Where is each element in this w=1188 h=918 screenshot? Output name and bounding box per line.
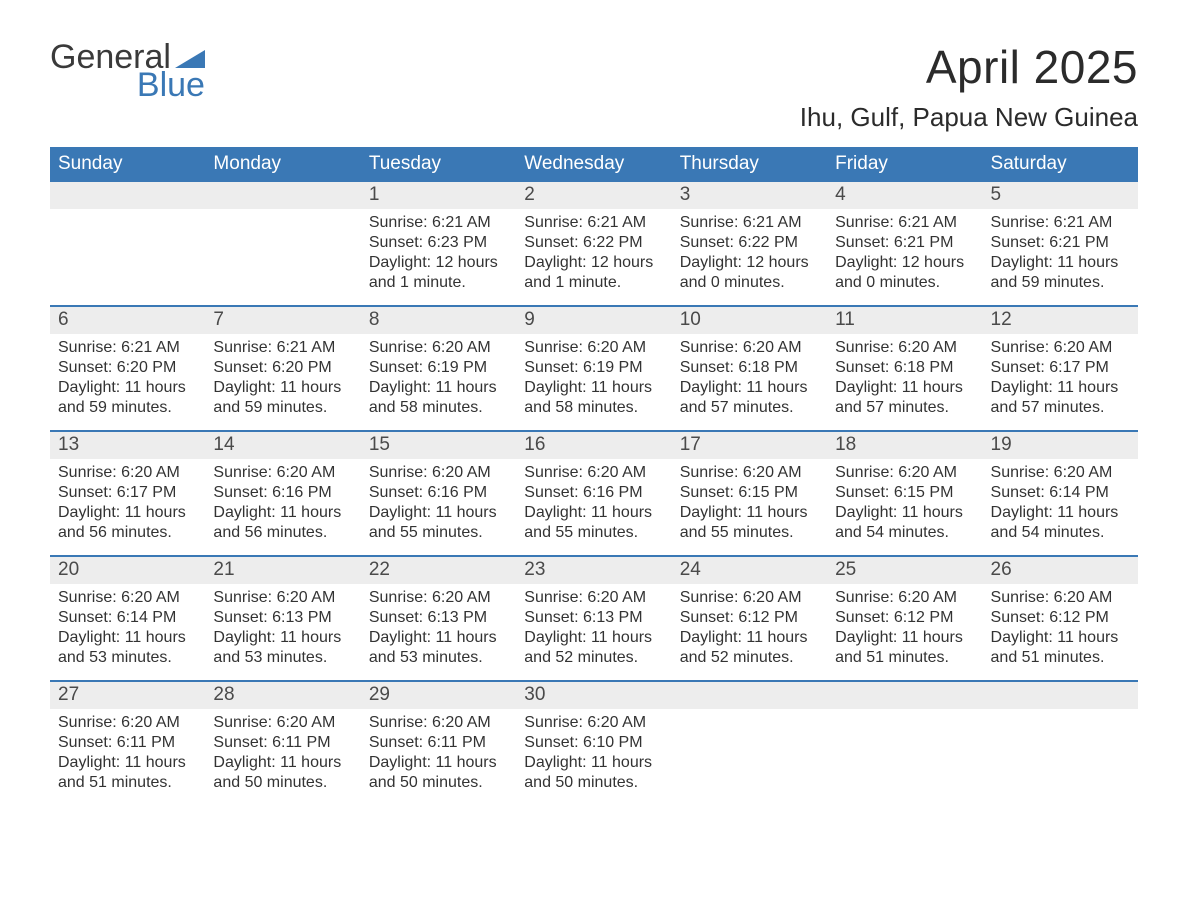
day-body: Sunrise: 6:21 AM Sunset: 6:23 PM Dayligh… (361, 209, 516, 305)
day-body: Sunrise: 6:21 AM Sunset: 6:20 PM Dayligh… (205, 334, 360, 430)
day-number (50, 182, 205, 209)
day-body (983, 709, 1138, 805)
day-number: 3 (672, 182, 827, 209)
day-number: 9 (516, 307, 671, 334)
day-body: Sunrise: 6:20 AM Sunset: 6:14 PM Dayligh… (983, 459, 1138, 555)
weeks-container: 12345Sunrise: 6:21 AM Sunset: 6:23 PM Da… (50, 182, 1138, 805)
day-number-row: 12345 (50, 182, 1138, 209)
day-body: Sunrise: 6:21 AM Sunset: 6:22 PM Dayligh… (516, 209, 671, 305)
day-number: 16 (516, 432, 671, 459)
day-body: Sunrise: 6:20 AM Sunset: 6:19 PM Dayligh… (516, 334, 671, 430)
day-body: Sunrise: 6:20 AM Sunset: 6:16 PM Dayligh… (205, 459, 360, 555)
title-block: April 2025 Ihu, Gulf, Papua New Guinea (800, 40, 1138, 133)
calendar: Sunday Monday Tuesday Wednesday Thursday… (50, 147, 1138, 805)
day-body: Sunrise: 6:20 AM Sunset: 6:17 PM Dayligh… (983, 334, 1138, 430)
day-body: Sunrise: 6:20 AM Sunset: 6:13 PM Dayligh… (361, 584, 516, 680)
day-body: Sunrise: 6:20 AM Sunset: 6:18 PM Dayligh… (672, 334, 827, 430)
day-body: Sunrise: 6:20 AM Sunset: 6:15 PM Dayligh… (672, 459, 827, 555)
day-number: 7 (205, 307, 360, 334)
day-number-row: 6789101112 (50, 307, 1138, 334)
day-number: 21 (205, 557, 360, 584)
day-number: 13 (50, 432, 205, 459)
dow-friday: Friday (827, 147, 982, 182)
day-number: 1 (361, 182, 516, 209)
day-number: 10 (672, 307, 827, 334)
day-number: 12 (983, 307, 1138, 334)
day-number: 2 (516, 182, 671, 209)
day-number: 11 (827, 307, 982, 334)
day-body-row: Sunrise: 6:21 AM Sunset: 6:20 PM Dayligh… (50, 334, 1138, 430)
day-body: Sunrise: 6:20 AM Sunset: 6:17 PM Dayligh… (50, 459, 205, 555)
day-body: Sunrise: 6:20 AM Sunset: 6:16 PM Dayligh… (361, 459, 516, 555)
day-number: 24 (672, 557, 827, 584)
day-number: 25 (827, 557, 982, 584)
day-number: 28 (205, 682, 360, 709)
day-body: Sunrise: 6:20 AM Sunset: 6:12 PM Dayligh… (827, 584, 982, 680)
day-number: 30 (516, 682, 671, 709)
day-number-row: 20212223242526 (50, 557, 1138, 584)
dow-sunday: Sunday (50, 147, 205, 182)
day-body: Sunrise: 6:20 AM Sunset: 6:12 PM Dayligh… (983, 584, 1138, 680)
day-body-row: Sunrise: 6:20 AM Sunset: 6:17 PM Dayligh… (50, 459, 1138, 555)
day-number: 29 (361, 682, 516, 709)
header: General Blue April 2025 Ihu, Gulf, Papua… (50, 40, 1138, 133)
day-number: 6 (50, 307, 205, 334)
month-title: April 2025 (800, 40, 1138, 94)
day-number: 22 (361, 557, 516, 584)
day-body (827, 709, 982, 805)
day-body: Sunrise: 6:20 AM Sunset: 6:10 PM Dayligh… (516, 709, 671, 805)
day-body-row: Sunrise: 6:21 AM Sunset: 6:23 PM Dayligh… (50, 209, 1138, 305)
day-number (827, 682, 982, 709)
day-body (50, 209, 205, 305)
day-body: Sunrise: 6:20 AM Sunset: 6:13 PM Dayligh… (516, 584, 671, 680)
day-number: 26 (983, 557, 1138, 584)
location: Ihu, Gulf, Papua New Guinea (800, 102, 1138, 133)
logo: General Blue (50, 40, 205, 102)
day-body: Sunrise: 6:21 AM Sunset: 6:21 PM Dayligh… (827, 209, 982, 305)
day-body (205, 209, 360, 305)
day-body: Sunrise: 6:20 AM Sunset: 6:11 PM Dayligh… (50, 709, 205, 805)
day-number: 5 (983, 182, 1138, 209)
day-body: Sunrise: 6:20 AM Sunset: 6:13 PM Dayligh… (205, 584, 360, 680)
day-number: 20 (50, 557, 205, 584)
day-number: 23 (516, 557, 671, 584)
dow-thursday: Thursday (672, 147, 827, 182)
day-number-row: 13141516171819 (50, 432, 1138, 459)
day-body: Sunrise: 6:21 AM Sunset: 6:20 PM Dayligh… (50, 334, 205, 430)
day-body: Sunrise: 6:20 AM Sunset: 6:18 PM Dayligh… (827, 334, 982, 430)
day-number (983, 682, 1138, 709)
day-body: Sunrise: 6:20 AM Sunset: 6:19 PM Dayligh… (361, 334, 516, 430)
day-body-row: Sunrise: 6:20 AM Sunset: 6:11 PM Dayligh… (50, 709, 1138, 805)
day-number (672, 682, 827, 709)
day-body: Sunrise: 6:21 AM Sunset: 6:22 PM Dayligh… (672, 209, 827, 305)
dow-monday: Monday (205, 147, 360, 182)
day-number (205, 182, 360, 209)
day-number: 14 (205, 432, 360, 459)
day-body (672, 709, 827, 805)
dow-tuesday: Tuesday (361, 147, 516, 182)
day-number: 18 (827, 432, 982, 459)
day-number: 8 (361, 307, 516, 334)
day-number-row: 27282930 (50, 682, 1138, 709)
day-number: 19 (983, 432, 1138, 459)
day-body: Sunrise: 6:20 AM Sunset: 6:16 PM Dayligh… (516, 459, 671, 555)
day-of-week-header: Sunday Monday Tuesday Wednesday Thursday… (50, 147, 1138, 182)
day-number: 15 (361, 432, 516, 459)
dow-saturday: Saturday (983, 147, 1138, 182)
day-body: Sunrise: 6:20 AM Sunset: 6:11 PM Dayligh… (361, 709, 516, 805)
day-body: Sunrise: 6:20 AM Sunset: 6:14 PM Dayligh… (50, 584, 205, 680)
day-body: Sunrise: 6:20 AM Sunset: 6:15 PM Dayligh… (827, 459, 982, 555)
day-body-row: Sunrise: 6:20 AM Sunset: 6:14 PM Dayligh… (50, 584, 1138, 680)
day-number: 17 (672, 432, 827, 459)
dow-wednesday: Wednesday (516, 147, 671, 182)
day-body: Sunrise: 6:21 AM Sunset: 6:21 PM Dayligh… (983, 209, 1138, 305)
day-number: 4 (827, 182, 982, 209)
day-body: Sunrise: 6:20 AM Sunset: 6:11 PM Dayligh… (205, 709, 360, 805)
day-body: Sunrise: 6:20 AM Sunset: 6:12 PM Dayligh… (672, 584, 827, 680)
day-number: 27 (50, 682, 205, 709)
